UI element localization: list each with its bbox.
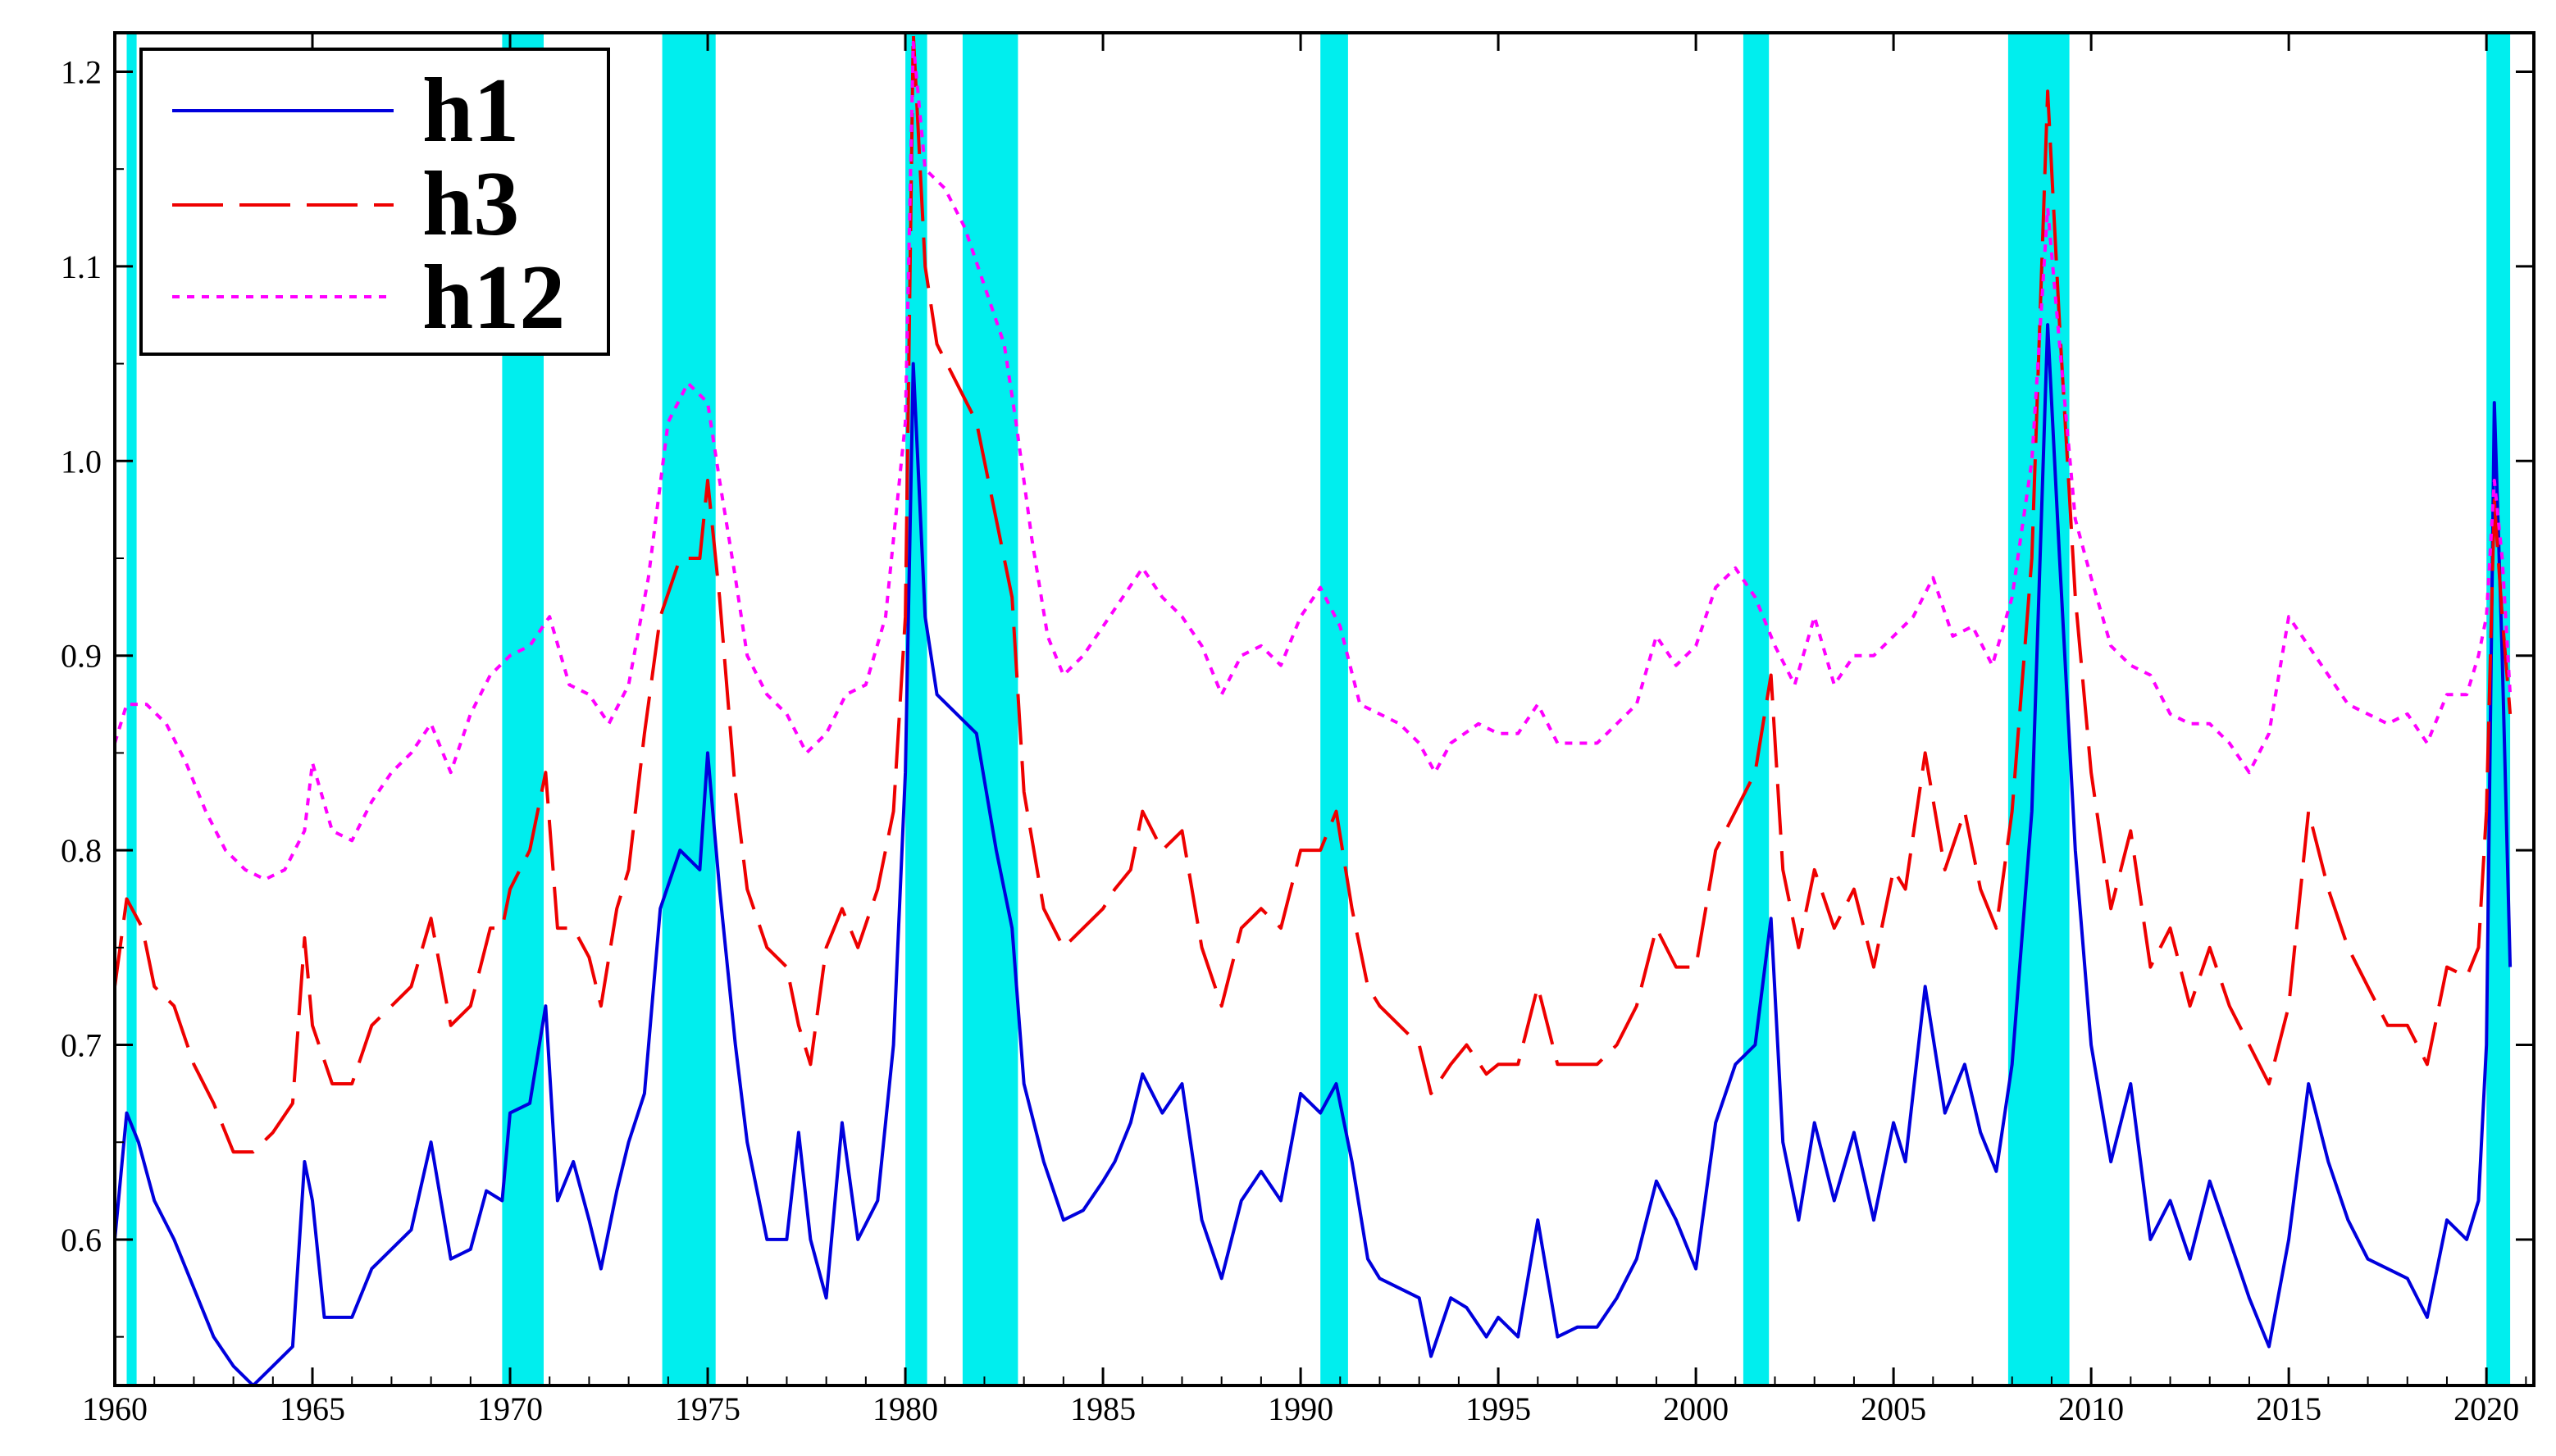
y-tick-label-1.0: 1.0	[61, 443, 102, 480]
y-tick-label-0.9: 0.9	[61, 638, 102, 675]
y-tick-label-0.7: 0.7	[61, 1027, 102, 1064]
recession-band-0	[126, 33, 137, 1385]
x-tick-label-1975: 1975	[675, 1390, 740, 1427]
series-lines	[113, 31, 2513, 1387]
x-tick-label-2000: 2000	[1663, 1390, 1729, 1427]
x-tick-label-2010: 2010	[2058, 1390, 2124, 1427]
legend-label-h3: h3	[422, 153, 519, 255]
x-tick-label-1980: 1980	[873, 1390, 938, 1427]
legend-label-h12: h12	[422, 247, 565, 348]
legend-box	[139, 48, 610, 356]
y-tick-label-1.1: 1.1	[61, 248, 102, 285]
plot-frame	[113, 31, 2535, 1387]
x-tick-label-1995: 1995	[1465, 1390, 1531, 1427]
legend: h1 h3 h12	[139, 48, 610, 356]
axis-ticks: 1960 1965 1970 1975 1980 1985 1990 1995 2000 2005…	[61, 33, 2534, 1427]
x-tick-label-1990: 1990	[1268, 1390, 1333, 1427]
y-tick-label-0.6: 0.6	[61, 1222, 102, 1258]
y-tick-label-0.8: 0.8	[61, 832, 102, 869]
recession-band-2	[662, 33, 716, 1385]
x-tick-label-1960: 1960	[82, 1390, 148, 1427]
x-tick-label-2015: 2015	[2256, 1390, 2321, 1427]
series-line-h12	[113, 40, 2513, 881]
recession-band-7	[2007, 33, 2070, 1385]
recession-band-4	[962, 33, 1018, 1385]
legend-label-h1: h1	[422, 60, 519, 162]
recession-shading	[126, 33, 2511, 1385]
x-tick-label-2005: 2005	[1861, 1390, 1926, 1427]
series-line-h1	[113, 323, 2513, 1387]
x-tick-label-2020: 2020	[2453, 1390, 2519, 1427]
x-tick-label-1965: 1965	[280, 1390, 345, 1427]
series-line-h3	[113, 31, 2513, 1154]
recession-band-5	[1320, 33, 1348, 1385]
y-tick-label-1.2: 1.2	[61, 53, 102, 90]
x-tick-label-1970: 1970	[477, 1390, 543, 1427]
x-tick-label-1985: 1985	[1070, 1390, 1136, 1427]
recession-band-6	[1743, 33, 1770, 1385]
recession-band-3	[905, 33, 927, 1385]
